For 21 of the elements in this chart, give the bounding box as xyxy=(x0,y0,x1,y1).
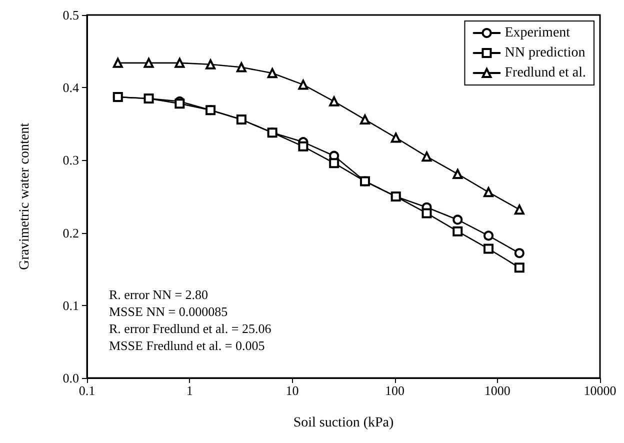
x-tick-label: 100 xyxy=(385,383,405,398)
annotation: R. error Fredlund et al. = 25.06 xyxy=(109,321,272,336)
x-axis-title: Soil suction (kPa) xyxy=(293,416,394,430)
x-tick-label: 1000 xyxy=(484,383,510,398)
y-tick-label: 0.5 xyxy=(62,8,79,22)
x-tick-label: 1 xyxy=(186,383,193,398)
legend-label: Experiment xyxy=(504,26,570,40)
annotation: R. error NN = 2.80 xyxy=(109,287,208,302)
x-tick-label: 10 xyxy=(286,383,299,398)
legend-label: Fredlund et al. xyxy=(504,66,586,80)
annotation: MSSE Fredlund et al. = 0.005 xyxy=(109,338,265,353)
y-tick-label: 0.2 xyxy=(62,225,79,240)
x-tick-label: 0.1 xyxy=(78,383,96,398)
y-tick-label: 0.1 xyxy=(62,298,79,313)
x-tick-label: 10000 xyxy=(584,383,616,398)
annotation: MSSE NN = 0.000085 xyxy=(109,304,228,319)
legend-label: NN prediction xyxy=(504,46,586,60)
y-tick-label: 0.3 xyxy=(62,152,79,168)
y-tick-label: 0.4 xyxy=(62,80,80,96)
y-tick-label: 0.0 xyxy=(62,370,79,386)
y-axis-title: Gravimetric water content xyxy=(18,122,32,270)
